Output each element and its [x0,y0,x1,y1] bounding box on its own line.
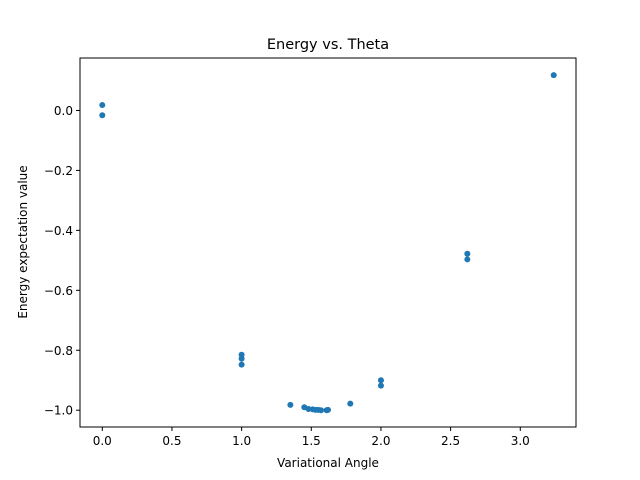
data-point [325,406,331,413]
x-tick-label: 1.0 [232,434,251,448]
data-point [377,377,384,384]
y-axis: 0.0 −0.2 −0.4 −0.6 −0.8 −1.0 [44,104,80,418]
chart-title: Energy vs. Theta [267,37,389,53]
data-point [377,382,384,389]
y-tick-label: −1.0 [44,404,73,418]
x-axis: 0.0 0.5 1.0 1.5 2.0 2.5 3.0 [93,427,530,448]
x-tick-label: 0.0 [93,434,112,448]
y-axis-label: Energy expectation value [16,165,30,318]
scatter-points [99,72,557,414]
y-tick-label: −0.2 [44,164,73,178]
data-point [464,256,471,263]
y-tick-label: −0.4 [44,224,73,238]
x-tick-label: 1.5 [302,434,321,448]
x-tick-label: 3.0 [511,434,530,448]
y-tick-label: 0.0 [54,104,73,118]
x-tick-label: 2.0 [371,434,390,448]
data-point [238,355,245,362]
data-point [347,400,354,407]
data-point [550,72,557,79]
data-point [287,401,294,408]
x-tick-label: 0.5 [162,434,181,448]
y-tick-label: −0.6 [44,284,73,298]
data-point [99,112,106,119]
x-axis-label: Variational Angle [277,456,379,470]
data-point [99,102,106,109]
y-tick-label: −0.8 [44,344,73,358]
x-tick-label: 2.5 [441,434,460,448]
data-point [238,361,245,368]
plot-frame [79,57,577,428]
data-point [464,250,471,257]
data-point [318,407,325,414]
